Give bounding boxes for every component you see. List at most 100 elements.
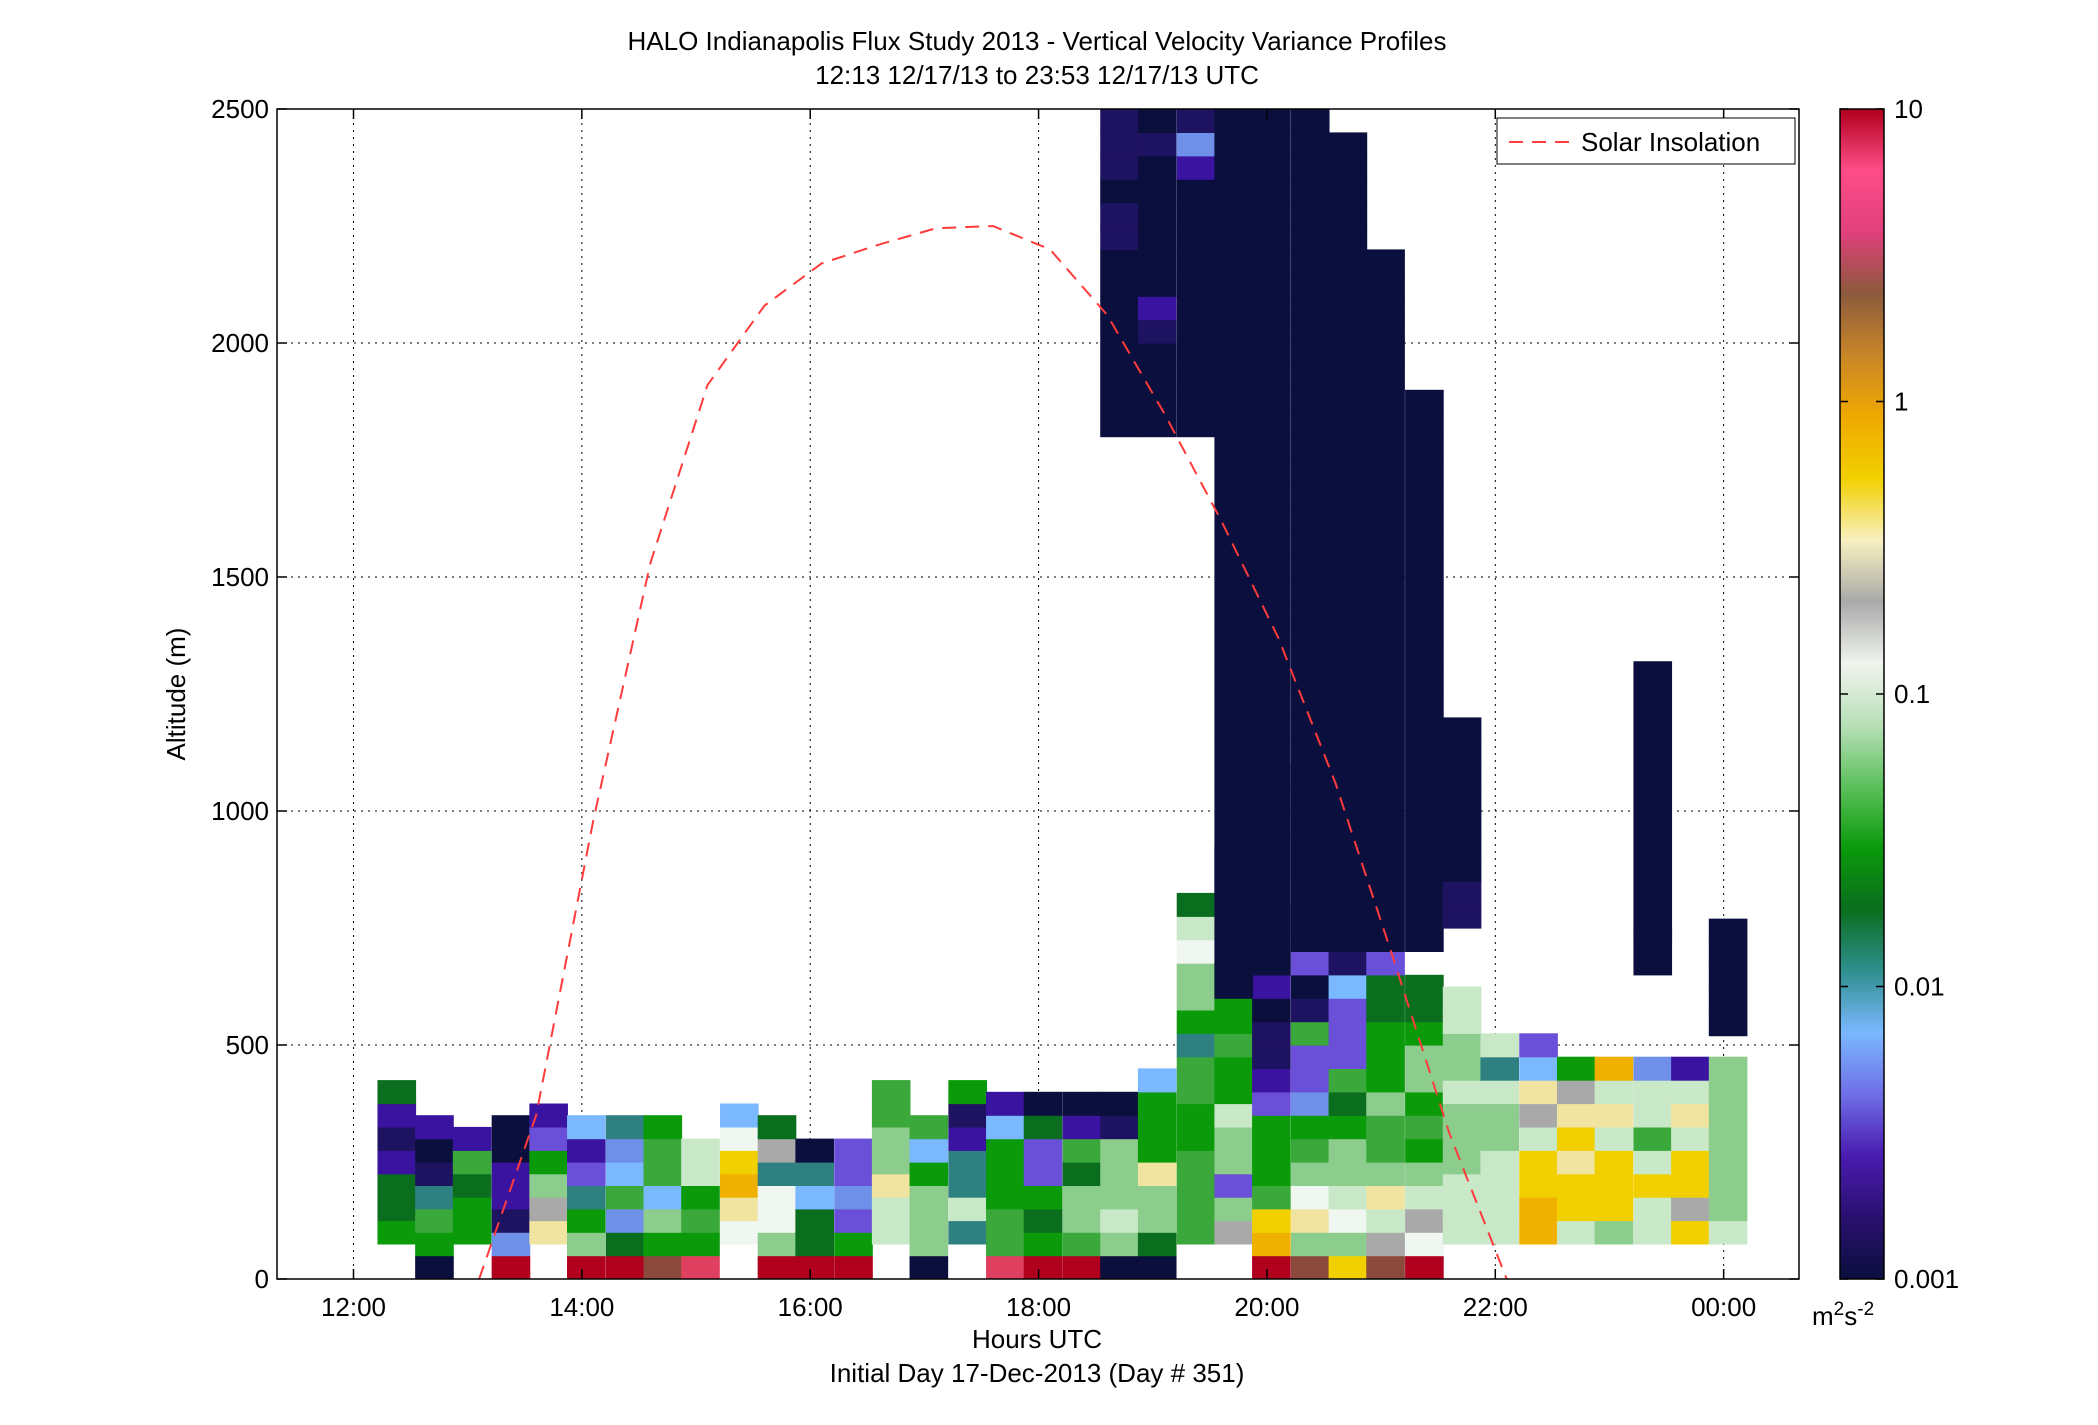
- heatmap-cell: [1708, 1197, 1748, 1222]
- heatmap-cell: [1405, 834, 1444, 859]
- heatmap-cell: [1023, 1232, 1063, 1257]
- heatmap-cell: [1252, 460, 1291, 484]
- heatmap-cell: [1290, 928, 1330, 952]
- heatmap-cell: [1290, 366, 1330, 391]
- heatmap-cell: [1137, 1162, 1177, 1186]
- heatmap-cell: [529, 1126, 568, 1151]
- heatmap-cell: [1252, 413, 1291, 438]
- heatmap-cell: [1252, 553, 1291, 578]
- heatmap-cell: [1290, 623, 1330, 648]
- heatmap-cell: [1176, 1103, 1216, 1128]
- heatmap-cell: [415, 1185, 454, 1210]
- heatmap-cell: [1442, 904, 1482, 929]
- heatmap-cell: [1252, 1162, 1291, 1186]
- heatmap-cell: [1290, 787, 1330, 812]
- heatmap-cell: [1480, 1150, 1520, 1175]
- heatmap-cell: [491, 1255, 531, 1279]
- heatmap-cell: [1290, 343, 1330, 367]
- heatmap-cell: [1708, 1103, 1748, 1128]
- heatmap-cell: [1594, 1103, 1634, 1128]
- heatmap-cell: [1214, 1009, 1254, 1034]
- heatmap-cell: [1442, 787, 1482, 812]
- heatmap-cell: [1405, 530, 1444, 555]
- heatmap-cell: [1708, 1126, 1748, 1151]
- heatmap-cell: [452, 1220, 492, 1245]
- heatmap-cell: [415, 1162, 454, 1186]
- heatmap-cell: [1176, 109, 1216, 133]
- heatmap-cell: [1328, 857, 1368, 882]
- heatmap-cell: [1214, 179, 1254, 204]
- heatmap-cell: [1252, 109, 1291, 133]
- x-tick-label: 18:00: [1006, 1292, 1071, 1322]
- x-axis-ticks: 12:00 14:00 16:00 18:00 20:00 22:00 00:00: [321, 109, 1756, 1322]
- legend-box: [1496, 117, 1796, 165]
- heatmap-cell: [1633, 1080, 1673, 1105]
- heatmap-cell: [1137, 1091, 1177, 1116]
- heatmap-cell: [948, 1150, 987, 1175]
- heatmap-cell: [1708, 988, 1748, 1013]
- heatmap-cell: [1100, 272, 1139, 297]
- heatmap-cell: [1176, 1150, 1216, 1175]
- heatmap-cell: [1252, 483, 1291, 508]
- heatmap-cell: [1671, 1173, 1710, 1198]
- heatmap-cell: [948, 1220, 987, 1245]
- heatmap-cell: [1366, 764, 1405, 789]
- heatmap-cell: [1100, 155, 1139, 180]
- heatmap-cell: [1366, 998, 1405, 1023]
- heatmap-cell: [1405, 483, 1444, 508]
- heatmap-cell: [1519, 1080, 1558, 1105]
- heatmap-cell: [1708, 965, 1748, 990]
- heatmap-cell: [1176, 1009, 1216, 1034]
- heatmap-cell: [1100, 226, 1139, 250]
- heatmap-cell: [1328, 1185, 1368, 1210]
- heatmap-cell: [1100, 179, 1139, 204]
- x-tick-label: 20:00: [1234, 1292, 1299, 1322]
- heatmap-cell: [1594, 1056, 1634, 1081]
- heatmap-cell: [1214, 436, 1254, 461]
- heatmap-cell: [795, 1208, 834, 1233]
- heatmap-cell: [1519, 1103, 1558, 1128]
- heatmap-cell: [1366, 343, 1405, 367]
- heatmap-cell: [834, 1208, 873, 1233]
- heatmap-cell: [1214, 226, 1254, 250]
- heatmap-cell: [1405, 904, 1444, 929]
- heatmap-cell: [1252, 179, 1291, 204]
- heatmap-cell: [1176, 963, 1216, 988]
- heatmap-cell: [1290, 1138, 1330, 1163]
- heatmap-cell: [1328, 1232, 1368, 1257]
- heatmap-cell: [1633, 1126, 1673, 1151]
- heatmap-cell: [1328, 343, 1368, 367]
- heatmap-cell: [1366, 553, 1405, 578]
- heatmap-cell: [1252, 436, 1291, 461]
- heatmap-cell: [415, 1115, 454, 1140]
- heatmap-cell: [1062, 1115, 1102, 1140]
- heatmap-cell: [1328, 1208, 1368, 1233]
- heatmap-cell: [1100, 343, 1139, 367]
- heatmap-cell: [909, 1115, 949, 1140]
- y-tick-label: 1500: [211, 562, 269, 592]
- heatmap-cell: [1442, 1033, 1482, 1058]
- heatmap-cell: [1328, 460, 1368, 484]
- heatmap-cell: [1062, 1185, 1102, 1210]
- colorbar-tick-label: 0.01: [1894, 972, 1945, 1002]
- heatmap-cell: [1671, 1126, 1710, 1151]
- heatmap-cell: [567, 1162, 606, 1186]
- heatmap-cell: [1252, 389, 1291, 414]
- heatmap-cell: [1708, 1150, 1748, 1175]
- heatmap-cell: [1405, 577, 1444, 601]
- chart-subtitle: 12:13 12/17/13 to 23:53 12/17/13 UTC: [815, 60, 1259, 90]
- heatmap-cell: [757, 1162, 797, 1186]
- heatmap-cell: [605, 1138, 645, 1163]
- heatmap-cell: [1480, 1056, 1520, 1081]
- heatmap-cell: [1176, 1080, 1216, 1105]
- heatmap-cell: [1405, 1068, 1444, 1093]
- heatmap-cell: [1252, 881, 1291, 906]
- heatmap-cell: [1290, 296, 1330, 321]
- heatmap-cell: [1480, 1126, 1520, 1151]
- heatmap-cell: [1214, 1126, 1254, 1151]
- heatmap-cell: [1252, 1115, 1291, 1140]
- heatmap-cell: [1480, 1033, 1520, 1058]
- heatmap-cell: [1290, 389, 1330, 414]
- heatmap-cell: [1290, 506, 1330, 531]
